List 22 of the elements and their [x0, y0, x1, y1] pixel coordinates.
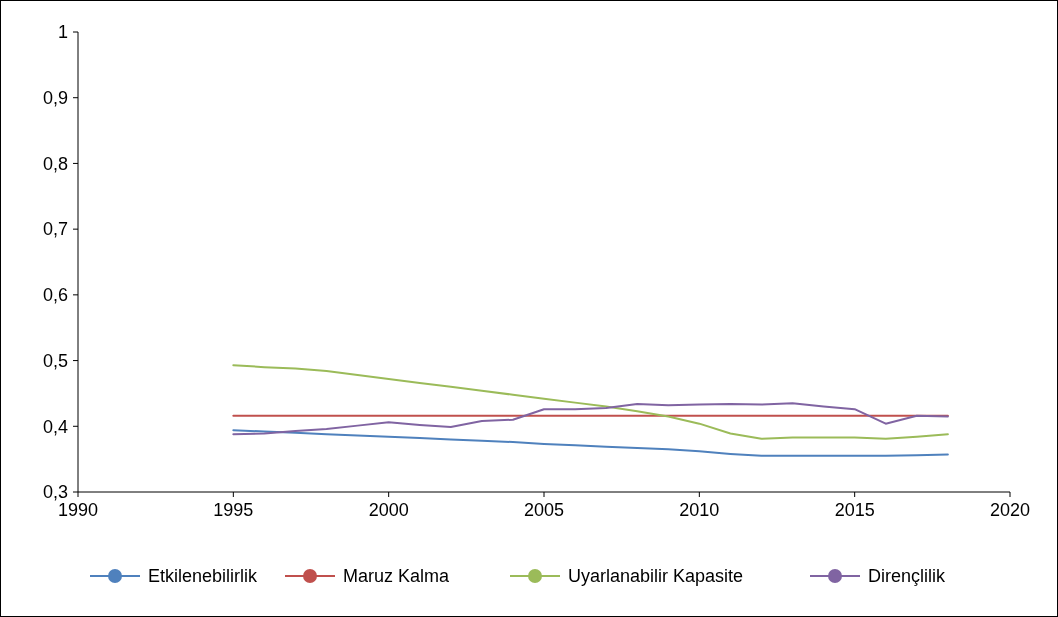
- y-tick-label: 0,7: [42, 219, 68, 240]
- y-tick-label: 0,9: [42, 88, 68, 109]
- line-series: [232, 429, 949, 457]
- x-tick-label: 2010: [679, 500, 720, 520]
- legend-label: Dirençlilik: [868, 566, 947, 587]
- y-tick-label: 0,8: [42, 153, 68, 174]
- line-series: [232, 402, 949, 436]
- y-tick-label: 0,6: [42, 285, 68, 306]
- legend-label: Uyarlanabilir Kapasite: [568, 566, 744, 587]
- legend-label: Maruz Kalma: [343, 566, 451, 587]
- line-series: [232, 364, 949, 440]
- x-tick-label: 1995: [213, 500, 254, 520]
- y-tick-label: 0,5: [42, 350, 68, 371]
- x-tick-label: 1990: [57, 500, 99, 520]
- y-tick-label: 0,3: [42, 482, 68, 503]
- y-tick-label: 0,4: [42, 416, 68, 437]
- x-tick-label: 2005: [523, 500, 565, 520]
- x-tick-label: 2000: [368, 500, 409, 520]
- legend-label: Etkilenebilirlik: [148, 566, 259, 587]
- x-tick-label: 2015: [834, 500, 875, 520]
- y-tick-label: 1: [57, 22, 68, 43]
- x-tick-label: 2020: [989, 500, 1031, 520]
